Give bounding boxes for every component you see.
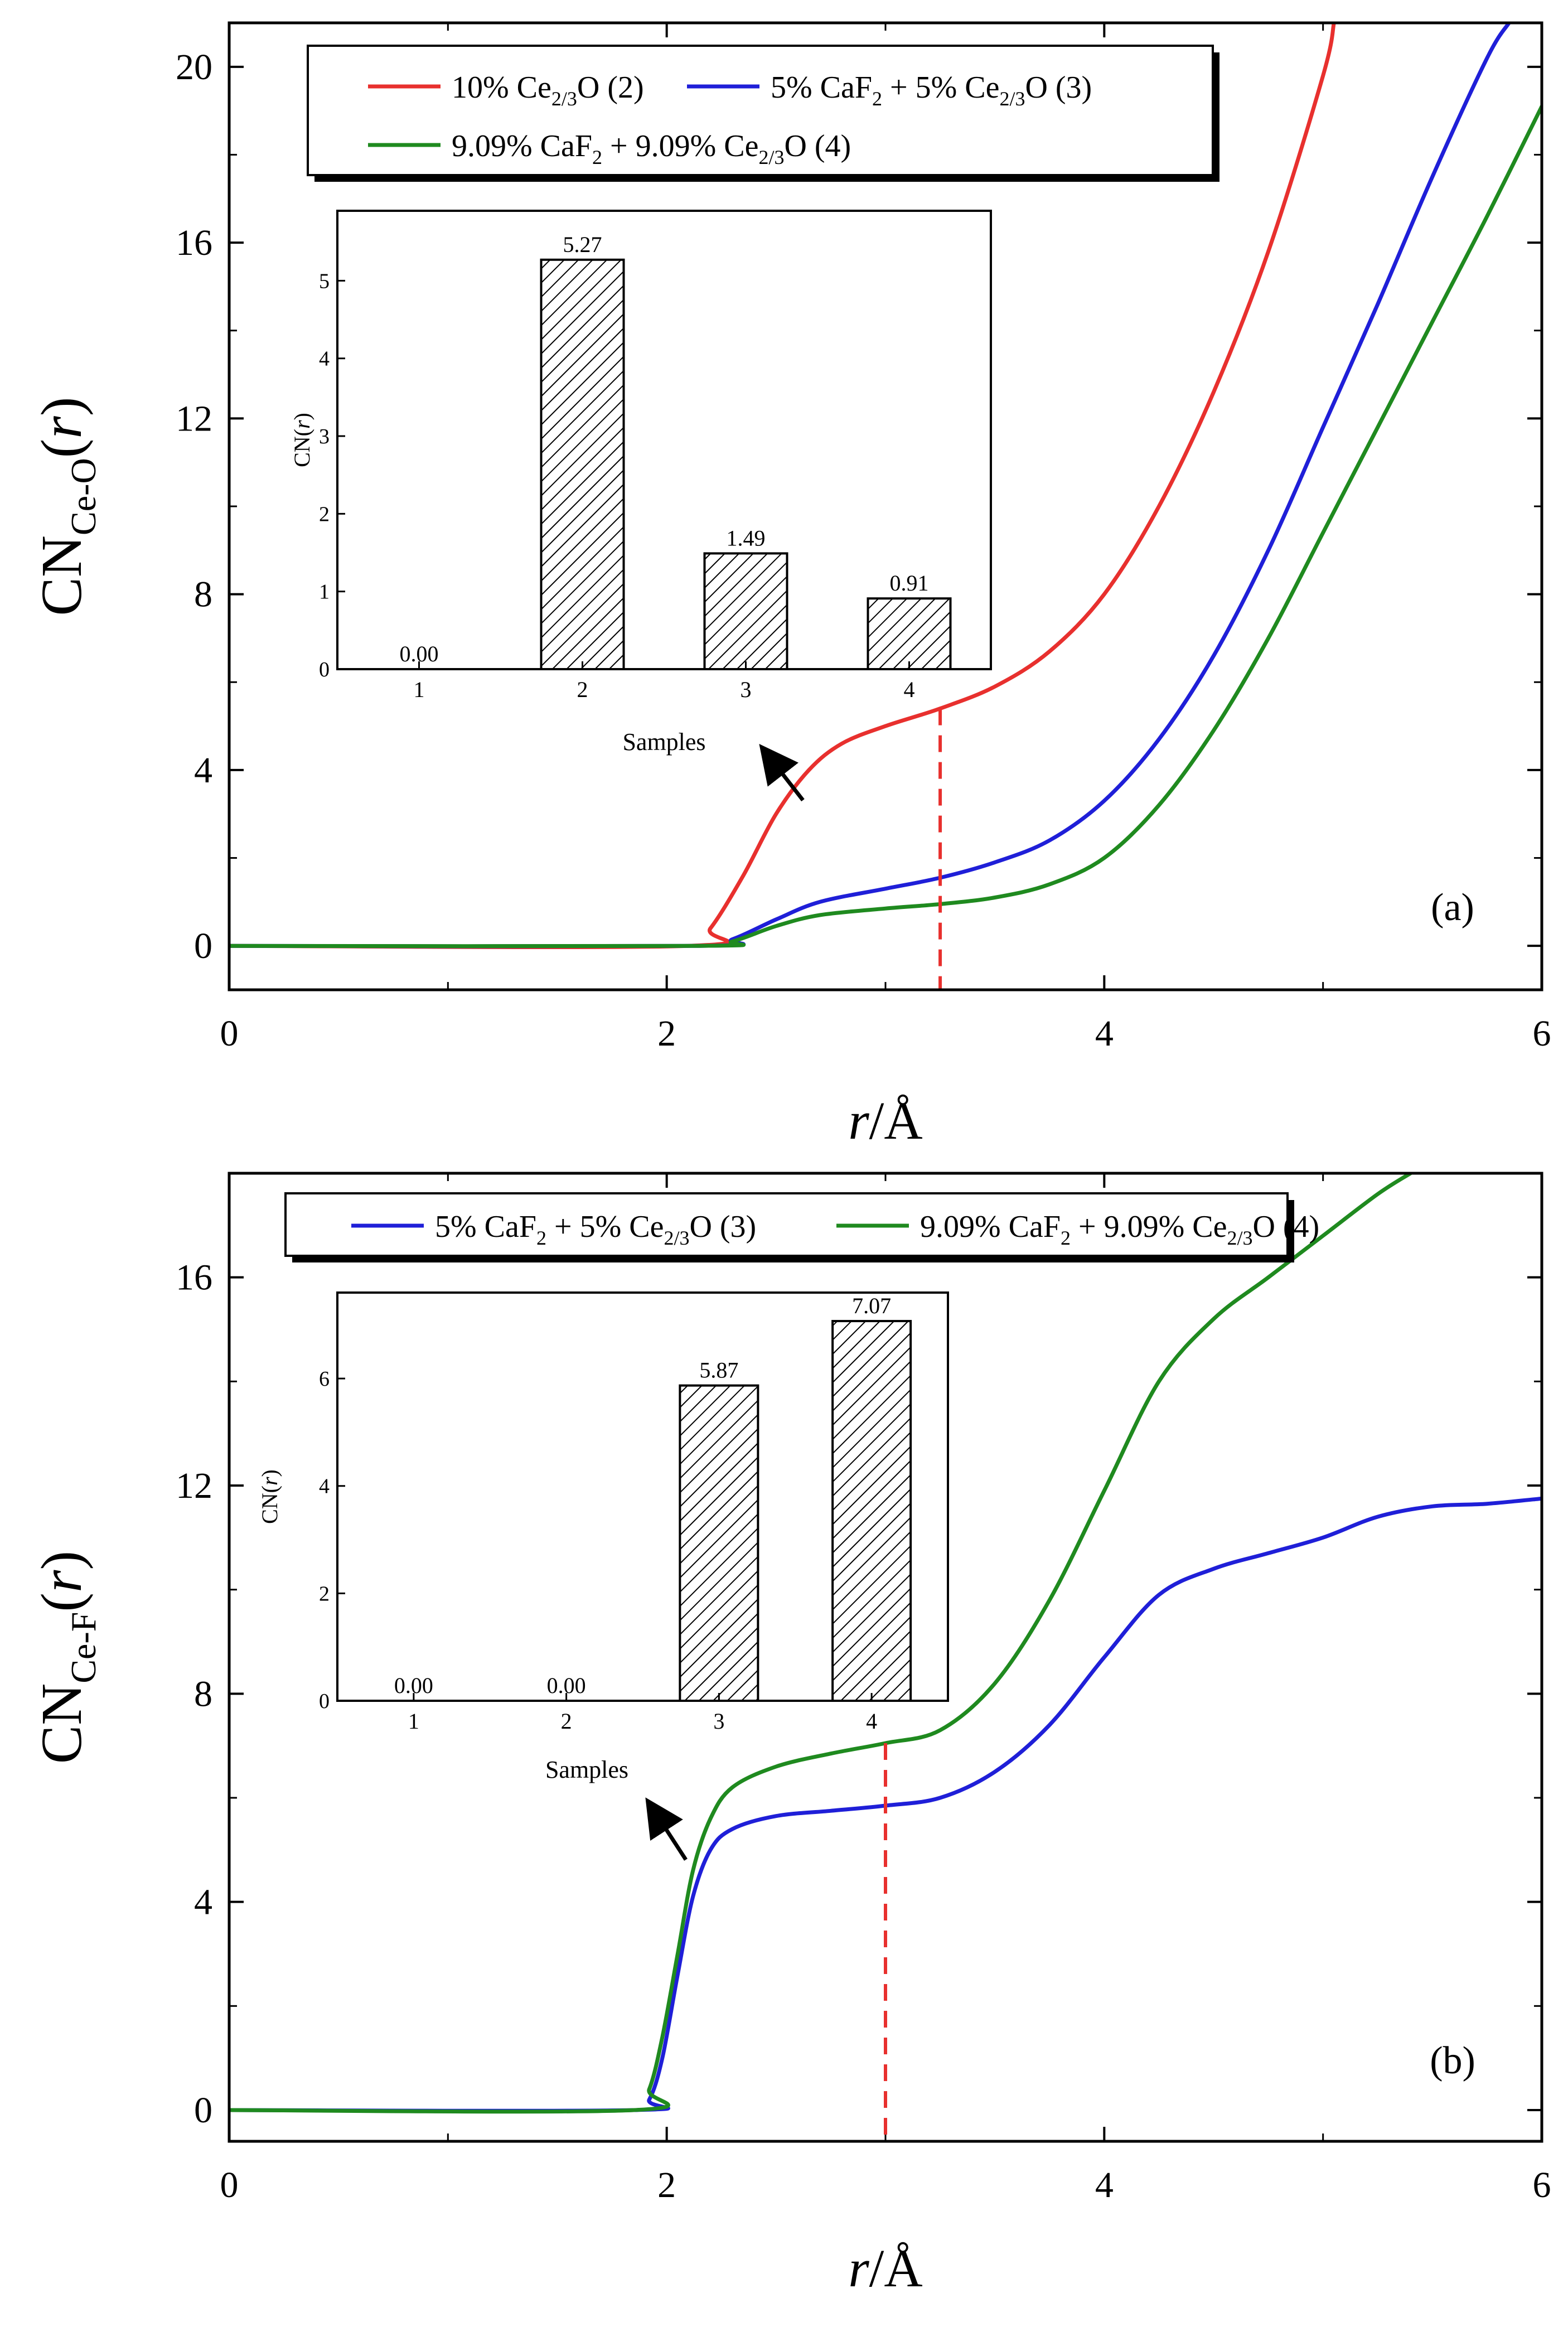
pointer-arrow-a [759,743,805,802]
inset-bar-a-3 [703,552,788,670]
x-tick-label-a: 0 [220,1013,239,1054]
inset-ylabel-b: CN(r) [257,1469,282,1524]
inset-x-tick-label-a: 3 [741,677,752,702]
inset-bar-b-4 [831,1320,912,1702]
series-line-b-1 [229,1496,1542,2113]
legend-label-a-3: 9.09% CaF2 + 9.09% Ce2/3O (4) [452,129,851,168]
panel-label-a: (a) [1431,886,1474,929]
inset-x-tick-label-b: 1 [408,1709,419,1734]
inset-value-label-a-3: 1.49 [727,525,766,550]
y-tick-label-b: 0 [194,2090,212,2131]
y-tick-label-a: 0 [194,926,212,966]
inset-x-tick-label-b: 2 [561,1709,572,1734]
inset-value-label-b-3: 5.87 [699,1358,738,1383]
legend-label-a-2: 5% CaF2 + 5% Ce2/3O (3) [771,70,1092,110]
inset-y-tick-label-a: 0 [319,658,330,681]
inset-x-tick-label-a: 2 [577,677,588,702]
series-group-b [229,1173,1542,2114]
legend-label-b-1: 5% CaF2 + 5% Ce2/3O (3) [435,1210,756,1249]
legend-label-b-2: 9.09% CaF2 + 9.09% Ce2/3O (4) [920,1210,1319,1249]
inset-value-label-a-2: 5.27 [563,232,602,257]
plot-frame-b [228,1172,1543,2143]
series-line-a-3 [229,104,1542,949]
x-tick-label-b: 2 [657,2165,676,2205]
x-axis-label-a: r/Å [848,1091,922,1150]
panel-label-b: (b) [1430,2039,1475,2082]
legend-label-a-1: 10% Ce2/3O (2) [452,70,644,110]
y-tick-label-b: 8 [194,1673,212,1714]
inset-y-tick-label-a: 3 [319,425,330,448]
inset-value-label-b-4: 7.07 [852,1293,891,1318]
inset-y-tick-label-b: 2 [319,1582,330,1605]
inset-bar-a-4 [867,597,952,670]
inset-y-tick-label-b: 0 [319,1690,330,1713]
y-tick-label-a: 16 [176,222,212,263]
inset-y-tick-label-a: 5 [319,269,330,293]
series-line-b-2 [229,1173,1413,2114]
x-tick-label-a: 2 [657,1013,676,1054]
plot-frame-a [228,21,1543,991]
inset-y-tick-label-b: 6 [319,1367,330,1391]
x-tick-label-b: 6 [1533,2165,1551,2205]
x-tick-label-b: 0 [220,2165,239,2205]
inset-bar-b-3 [679,1384,759,1702]
legend-box-b [284,1192,1289,1257]
inset-x-tick-label-b: 4 [866,1709,877,1734]
y-tick-label-b: 4 [194,1882,212,1923]
x-tick-label-a: 6 [1533,1013,1551,1054]
y-axis-label-b: CNCe-F(r) [30,1551,103,1764]
y-tick-label-a: 8 [194,574,212,615]
x-tick-label-b: 4 [1095,2165,1114,2205]
inset-bar-a-2 [540,258,625,670]
inset-xlabel-b: Samples [545,1756,628,1783]
pointer-arrow-b [645,1797,688,1861]
inset-y-tick-label-a: 1 [319,580,330,604]
inset-xlabel-a: Samples [622,728,705,756]
x-tick-label-a: 4 [1095,1013,1114,1054]
y-tick-label-a: 4 [194,750,212,791]
y-axis-label-a: CNCe-O(r) [30,397,103,616]
inset-y-tick-label-a: 4 [319,347,330,371]
inset-y-tick-label-a: 2 [319,502,330,526]
y-tick-label-b: 12 [176,1465,212,1506]
y-tick-label-b: 16 [176,1257,212,1298]
inset-ylabel-a: CN(r) [289,413,314,467]
inset-y-tick-label-b: 4 [319,1475,330,1498]
legend-box-a [307,45,1214,176]
inset-value-label-a-4: 0.91 [890,570,929,596]
inset-x-tick-label-a: 4 [904,677,915,702]
inset-frame-a [336,210,992,670]
inset-x-tick-label-a: 1 [414,677,425,702]
inset-x-tick-label-b: 3 [713,1709,724,1734]
x-axis-label-b: r/Å [848,2238,922,2298]
y-tick-label-a: 20 [176,47,212,88]
y-tick-label-a: 12 [176,398,212,439]
